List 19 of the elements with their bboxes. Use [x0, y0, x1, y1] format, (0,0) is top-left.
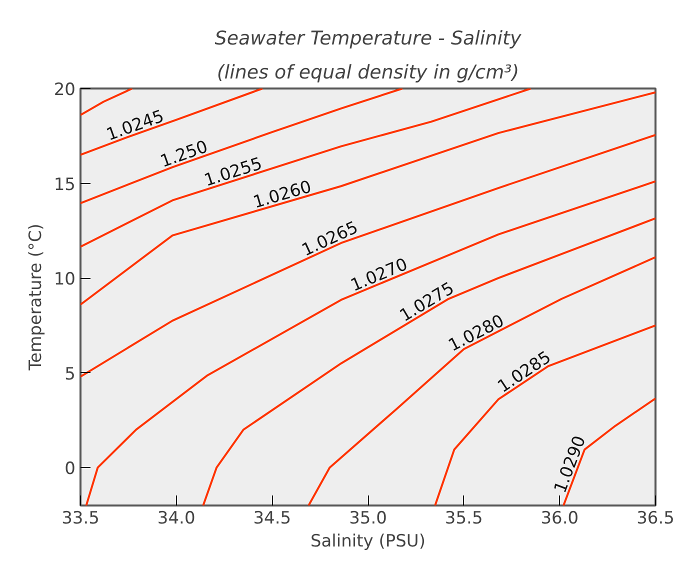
x-axis-title: Salinity (PSU)	[310, 532, 426, 552]
x-tick-label: 36.0	[540, 508, 579, 528]
y-tick-label: 20	[54, 80, 76, 100]
y-axis-title: Temperature (°C)	[26, 224, 46, 372]
x-tick-label: 35.0	[349, 508, 387, 528]
x-tick-label: 36.5	[636, 508, 674, 528]
x-tick-label: 34.5	[253, 508, 292, 528]
x-tick-label: 33.5	[62, 508, 100, 528]
chart-title: Seawater Temperature - Salinity	[214, 28, 522, 50]
text: 1.250	[158, 137, 210, 172]
chart-subtitle: (lines of equal density in g/cm³)	[216, 62, 520, 84]
y-tick-label: 10	[54, 270, 76, 290]
y-tick-label: 0	[64, 459, 76, 480]
line-series	[308, 256, 656, 506]
y-tick-label: 5	[64, 364, 76, 384]
x-tick-label: 34.0	[157, 508, 196, 528]
x-tick-label: 35.5	[444, 508, 483, 528]
line-series	[202, 217, 656, 506]
y-tick-label: 15	[54, 174, 76, 195]
